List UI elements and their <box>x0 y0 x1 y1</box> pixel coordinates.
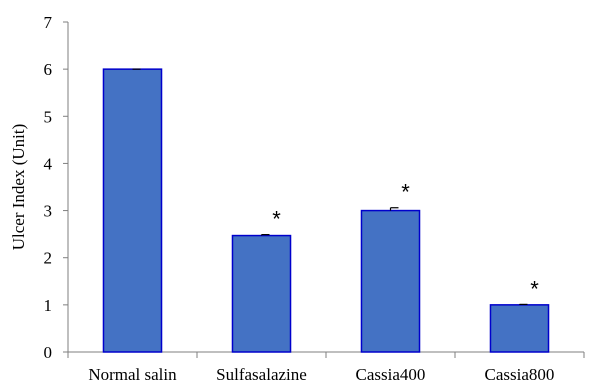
x-tick-label: Normal salin <box>88 365 177 384</box>
bar <box>489 304 550 353</box>
bar <box>231 234 292 353</box>
x-tick-label: Sulfasalazine <box>216 365 307 384</box>
bar <box>360 209 421 353</box>
y-tick-label: 2 <box>44 249 53 268</box>
y-tick-label: 5 <box>44 107 53 126</box>
x-tick-label: Cassia400 <box>356 365 426 384</box>
significance-marker: * <box>272 207 281 232</box>
tick-labels: 0 1 2 3 4 5 6 7 Normal salin * Sulfasalazine * Cassi… <box>44 13 555 384</box>
significance-marker: * <box>530 276 539 301</box>
y-tick-label: 6 <box>44 60 53 79</box>
y-tick-label: 1 <box>44 296 53 315</box>
bar <box>102 68 163 353</box>
y-axis-title: Ulcer Index (Unit) <box>9 124 28 251</box>
y-tick-label: 4 <box>44 154 53 173</box>
y-tick-label: 7 <box>44 13 53 32</box>
y-tick-label: 3 <box>44 202 53 221</box>
y-tick-label: 0 <box>44 343 53 362</box>
significance-marker: * <box>401 180 410 205</box>
x-tick-label: Cassia800 <box>485 365 555 384</box>
bars <box>102 68 550 353</box>
